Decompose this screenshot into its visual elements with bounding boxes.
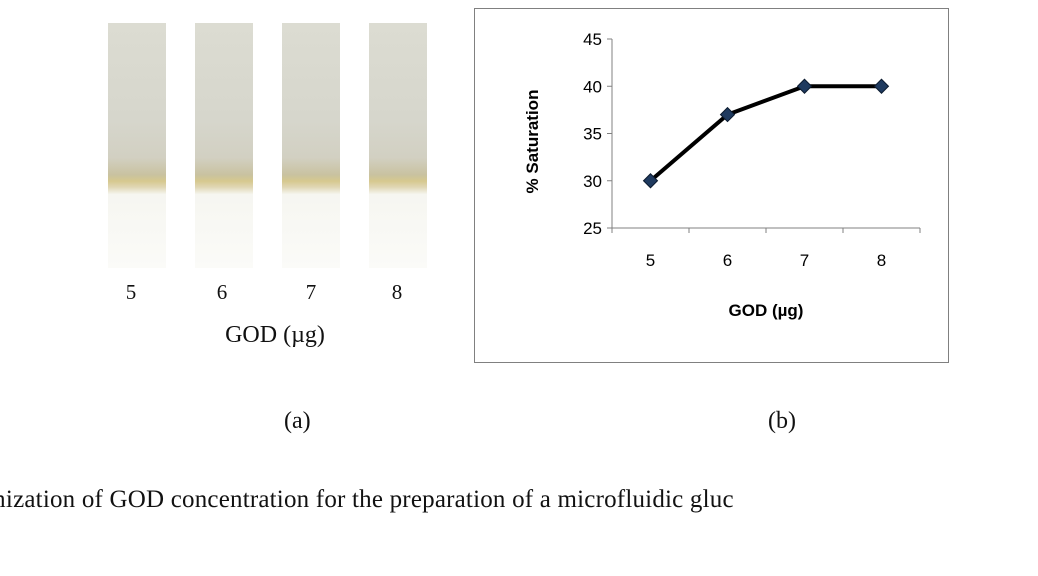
y-tick-label: 45 <box>583 30 602 49</box>
test-strip <box>282 23 340 268</box>
panel-label-b: (b) <box>768 408 796 434</box>
saturation-chart: 25 30 35 40 45 5 6 7 8 GOD (µg) % Saturation <box>474 8 949 363</box>
test-strip <box>195 23 253 268</box>
strips-axis-label: GOD (µg) <box>225 322 325 348</box>
y-tick-label: 30 <box>583 172 602 191</box>
y-tick-label: 35 <box>583 125 602 144</box>
strip-label: 5 <box>125 280 137 304</box>
y-tick-label: 40 <box>583 77 602 96</box>
data-point <box>873 78 890 94</box>
panel-label-a: (a) <box>284 408 311 434</box>
data-point <box>642 173 659 189</box>
strip-panel: 5 6 7 8 GOD (µg) <box>100 18 440 348</box>
x-tick-label: 7 <box>800 251 809 270</box>
chart-frame <box>474 8 949 363</box>
data-point <box>719 106 736 123</box>
strip-label: 6 <box>216 280 228 304</box>
figure-caption: timization of GOD concentration for the … <box>0 486 734 513</box>
x-tick-label: 8 <box>877 251 886 270</box>
x-tick-label: 5 <box>646 251 655 270</box>
data-point <box>796 78 813 94</box>
strip-label: 8 <box>391 280 403 304</box>
test-strip <box>108 23 166 268</box>
test-strip <box>369 23 427 268</box>
y-axis-title: % Saturation <box>523 90 542 194</box>
y-tick-label: 25 <box>583 219 602 238</box>
x-axis-title: GOD (µg) <box>729 301 804 320</box>
x-tick-label: 6 <box>723 251 732 270</box>
series-line <box>649 84 882 183</box>
strip-label: 7 <box>305 280 317 304</box>
